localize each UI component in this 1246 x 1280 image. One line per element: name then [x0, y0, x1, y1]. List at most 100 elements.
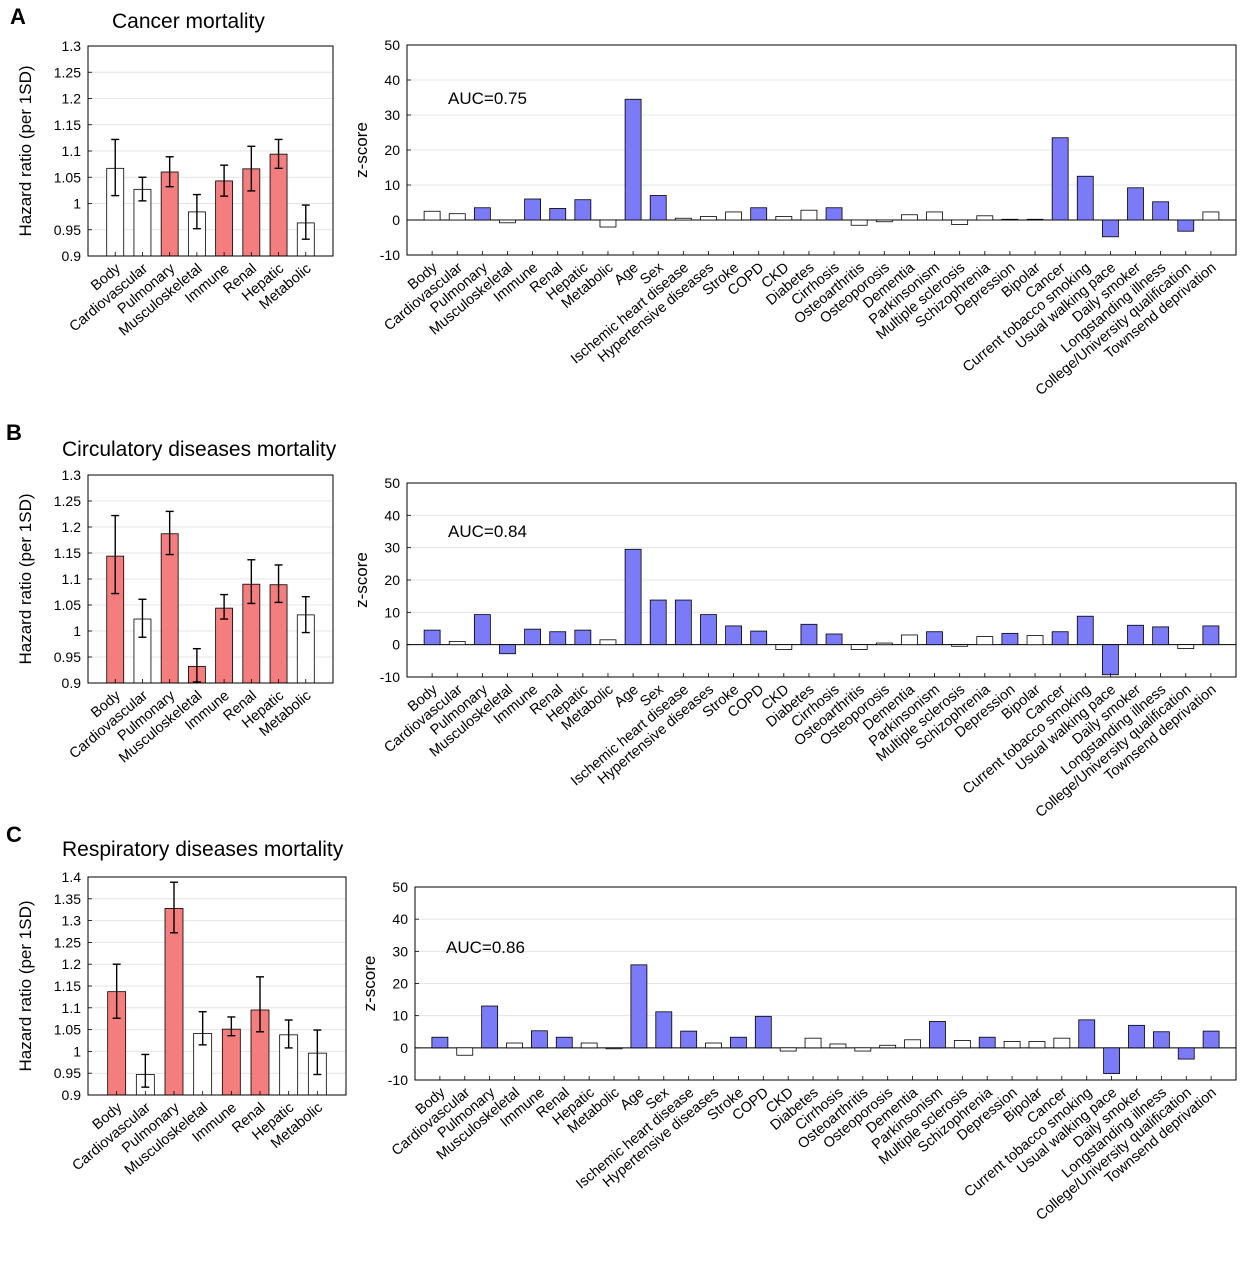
z-bar-26	[1078, 1019, 1096, 1049]
z-bar-15	[800, 209, 818, 221]
z-chart-c-auc: AUC=0.86	[446, 938, 525, 957]
hr-chart-c-title: Respiratory diseases mortality	[62, 838, 344, 861]
z-bar-14	[775, 216, 793, 221]
z-bar-30	[1177, 219, 1195, 232]
z-ytick-label: 0	[400, 1040, 408, 1056]
hr-ytick-label: 1.2	[62, 956, 82, 972]
hr-ytick-label: 1	[73, 1043, 81, 1059]
z-bar-12	[725, 625, 742, 646]
panel-letter-c: C	[6, 822, 22, 847]
hr-chart-b-title: Circulatory diseases mortality	[62, 438, 337, 461]
z-ytick-label: 0	[392, 212, 400, 228]
hr-ytick-label: 1.1	[62, 143, 82, 159]
z-bar-21	[953, 1040, 971, 1049]
z-bar-2	[473, 614, 491, 646]
z-bar-2	[473, 207, 491, 221]
z-bar-4	[524, 198, 542, 221]
hr-ytick-label: 1.15	[54, 545, 81, 561]
z-chart-a-auc: AUC=0.75	[448, 89, 527, 108]
z-bar-18	[875, 219, 893, 223]
z-ytick-label: -10	[380, 669, 400, 685]
z-bar-31	[1202, 1030, 1220, 1049]
z-bar-14	[779, 1047, 797, 1052]
z-ytick-label: 20	[384, 142, 400, 158]
hr-ytick-label: 0.9	[62, 675, 82, 691]
z-bar-29	[1152, 626, 1170, 646]
hr-bar-2	[160, 533, 179, 684]
z-bar-29	[1152, 1031, 1170, 1049]
z-bar-19	[901, 634, 918, 646]
z-ylabel: z-score	[360, 956, 379, 1012]
hr-ylabel: Hazard ratio (per 1SD)	[16, 65, 35, 236]
z-bar-17	[854, 1047, 872, 1052]
z-bar-13	[750, 630, 768, 646]
z-bar-1	[456, 1047, 474, 1056]
hr-axes-frame	[87, 474, 334, 684]
z-bar-27	[1101, 644, 1119, 676]
z-bar-15	[804, 1037, 822, 1049]
z-bar-8	[624, 548, 642, 646]
z-bar-7	[599, 219, 617, 228]
z-bar-9	[649, 599, 667, 646]
z-ylabel: z-score	[352, 552, 371, 608]
hr-ytick-label: 1.15	[54, 117, 81, 133]
z-bar-5	[549, 208, 567, 221]
hr-ytick-label: 1.1	[62, 1000, 82, 1016]
z-bar-30	[1177, 644, 1195, 649]
z-bar-30	[1177, 1047, 1195, 1060]
hr-ytick-label: 1.25	[54, 493, 81, 509]
z-ytick-label: -10	[388, 1072, 408, 1088]
z-bar-20	[926, 631, 943, 646]
hr-chart-a: 0.90.9511.051.11.151.21.251.3BodyCardiov…	[16, 38, 334, 339]
hr-ytick-label: 1.05	[54, 597, 81, 613]
z-bar-3	[506, 1042, 523, 1049]
z-bar-27	[1101, 219, 1119, 238]
z-bar-31	[1202, 211, 1220, 221]
panel-letter-a: A	[10, 4, 26, 29]
z-bar-7	[605, 1047, 623, 1050]
hr-ytick-label: 0.95	[54, 1065, 81, 1081]
z-bar-12	[725, 211, 742, 221]
z-ylabel: z-score	[352, 122, 371, 178]
z-bar-11	[700, 614, 717, 646]
z-ytick-label: 20	[392, 976, 408, 992]
hr-ytick-label: 1.15	[54, 978, 81, 994]
z-bar-18	[879, 1044, 897, 1049]
z-bar-28	[1128, 1024, 1145, 1049]
z-bar-22	[976, 215, 994, 221]
hr-bar-2	[164, 907, 184, 1096]
z-bar-24	[1026, 635, 1044, 646]
z-bar-20	[929, 1021, 946, 1049]
hr-ytick-label: 1.25	[54, 934, 81, 950]
z-bar-17	[850, 219, 868, 226]
z-bar-8	[624, 98, 642, 221]
z-xtick-label: Age	[612, 682, 642, 711]
z-bar-10	[680, 1030, 698, 1049]
hr-ylabel: Hazard ratio (per 1SD)	[16, 493, 35, 664]
z-ytick-label: -10	[380, 247, 400, 263]
z-ytick-label: 50	[384, 475, 400, 491]
z-ytick-label: 50	[384, 37, 400, 53]
z-bar-8	[630, 964, 648, 1049]
z-bar-23	[1001, 218, 1019, 221]
z-ytick-label: 30	[384, 540, 400, 556]
hr-ytick-label: 1.4	[62, 869, 82, 885]
z-bar-19	[901, 214, 918, 221]
z-bar-0	[423, 210, 441, 221]
z-bar-9	[655, 1011, 673, 1049]
z-bar-6	[574, 199, 592, 221]
z-bar-15	[800, 623, 818, 646]
z-xtick-label: Age	[617, 1085, 647, 1114]
z-bar-21	[951, 219, 969, 225]
hr-ylabel: Hazard ratio (per 1SD)	[16, 900, 35, 1071]
z-ytick-label: 10	[384, 177, 400, 193]
z-ytick-label: 40	[384, 507, 400, 523]
hr-chart-a-title: Cancer mortality	[112, 10, 265, 33]
hr-ytick-label: 1	[73, 196, 81, 212]
hr-chart-b: 0.90.9511.051.11.151.21.251.3BodyCardiov…	[16, 467, 334, 766]
z-ytick-label: 20	[384, 572, 400, 588]
z-bar-24	[1026, 218, 1044, 221]
z-bar-25	[1051, 137, 1069, 221]
z-bar-23	[1001, 632, 1019, 646]
